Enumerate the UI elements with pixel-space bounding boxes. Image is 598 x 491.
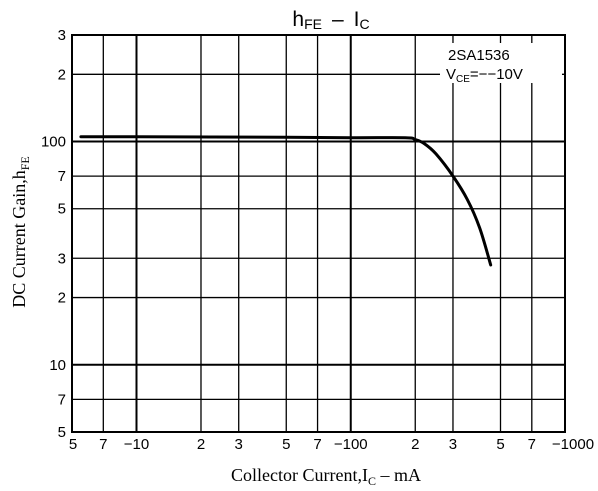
x-tick-label: 7 xyxy=(528,436,536,453)
x-tick-label: −100 xyxy=(334,436,368,453)
y-tick-label: 3 xyxy=(58,250,66,267)
x-tick-label: 7 xyxy=(313,436,321,453)
annotation-part: 2SA1536 xyxy=(448,47,510,64)
x-tick-labels: 5 7 −10 2 3 5 7 −100 2 3 5 7 −1000 xyxy=(69,436,594,453)
y-tick-label: 10 xyxy=(49,357,66,374)
x-tick-label: 7 xyxy=(99,436,107,453)
annotation-condition: VCE=−−10V xyxy=(446,66,523,85)
x-tick-label: 3 xyxy=(235,436,243,453)
y-axis-label: DC Current Gain,hFE xyxy=(9,156,32,308)
grid xyxy=(71,34,566,433)
x-tick-label: −10 xyxy=(124,436,149,453)
y-tick-label: 100 xyxy=(41,134,66,151)
x-tick-label: 2 xyxy=(411,436,419,453)
y-tick-label: 2 xyxy=(58,290,66,307)
x-tick-label: 5 xyxy=(496,436,504,453)
chart-title: hFE – IC xyxy=(292,8,369,32)
y-tick-label: 3 xyxy=(58,27,66,44)
y-tick-label: 5 xyxy=(58,424,66,441)
y-tick-label: 7 xyxy=(58,168,66,185)
y-tick-label: 7 xyxy=(58,391,66,408)
x-axis-label: Collector Current,IC – mA xyxy=(231,465,421,488)
plot-frame xyxy=(71,34,566,433)
y-tick-label: 2 xyxy=(58,66,66,83)
x-tick-label: 5 xyxy=(69,436,77,453)
x-tick-label: 3 xyxy=(449,436,457,453)
y-tick-labels: 5 7 10 2 3 5 7 100 2 3 xyxy=(41,27,66,441)
hfe-curve xyxy=(79,135,493,267)
annotation-backdrop xyxy=(440,43,562,83)
x-tick-label: 2 xyxy=(197,436,205,453)
x-tick-label: −1000 xyxy=(552,436,594,453)
y-tick-label: 5 xyxy=(58,201,66,218)
x-tick-label: 5 xyxy=(282,436,290,453)
